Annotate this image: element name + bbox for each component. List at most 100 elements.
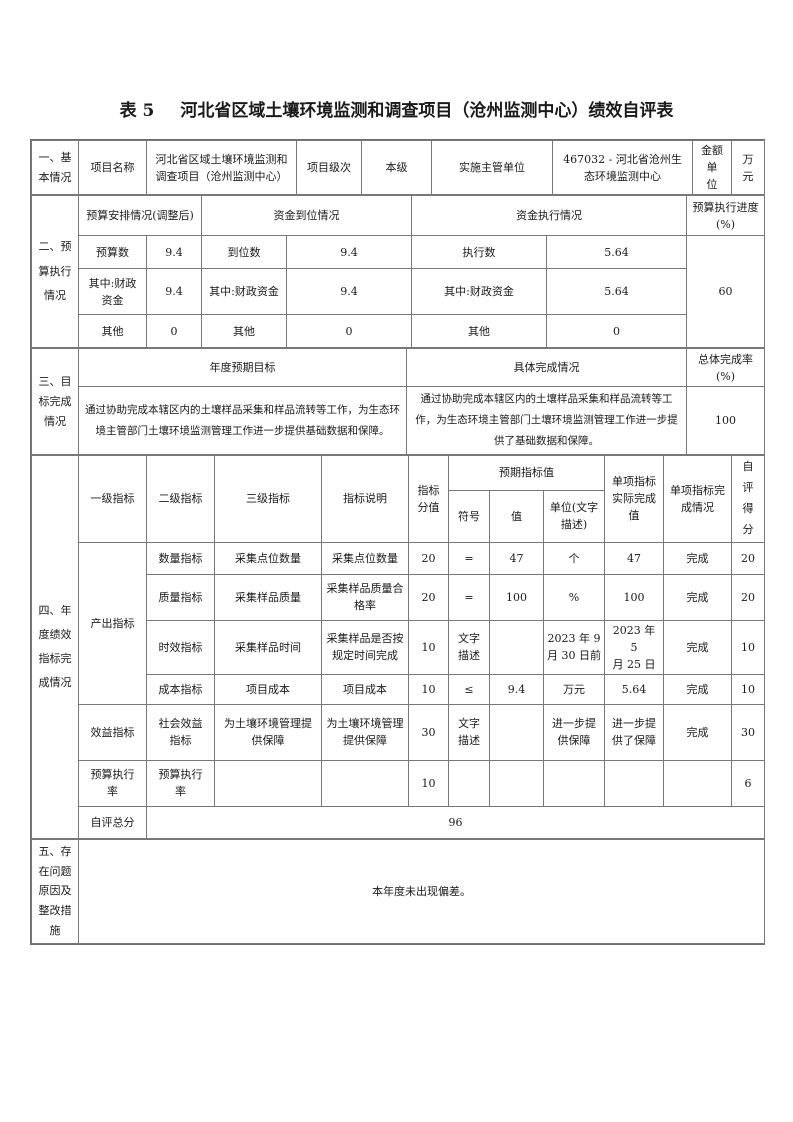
indicator-self-score-cell: 10 bbox=[731, 673, 766, 705]
indicator-score-cell: 20 bbox=[408, 573, 449, 621]
expected-goal-text-cell: 通过协助完成本辖区内的土壤样品采集和样品流转等工作，为生态环 境主管部门土壤环境… bbox=[78, 386, 407, 456]
indicator-level2-cell: 预算执行 率 bbox=[146, 759, 215, 807]
supervisor-label-cell: 实施主管单位 bbox=[431, 139, 553, 196]
indicator-level3-cell: 采集样品质量 bbox=[214, 573, 322, 621]
indicator-score-cell: 30 bbox=[408, 703, 449, 761]
indicator-actual-cell bbox=[604, 759, 665, 807]
other-executed-label-cell: 其他 bbox=[411, 314, 547, 349]
other-executed-value-cell: 0 bbox=[546, 314, 687, 349]
indicator-desc-cell: 为土壤环境管理 提供保障 bbox=[321, 703, 409, 761]
indicator-level3-cell: 项目成本 bbox=[214, 673, 322, 705]
header-status-cell: 单项指标完 成情况 bbox=[663, 455, 733, 543]
header-expected-group-cell: 预期指标值 bbox=[447, 455, 606, 491]
budget-progress-header-cell: 预算执行进度 (%) bbox=[686, 195, 765, 237]
indicator-level2-cell: 数量指标 bbox=[146, 541, 215, 575]
indicator-value-cell: 100 bbox=[489, 573, 544, 621]
document-title: 表 5 河北省区域土壤环境监测和调查项目（沧州监测中心）绩效自评表 bbox=[30, 100, 763, 122]
completion-header-cell: 具体完成情况 bbox=[406, 348, 687, 388]
received-number-value-cell: 9.4 bbox=[286, 235, 412, 270]
indicator-symbol-cell: ≤ bbox=[448, 673, 490, 705]
expected-goal-header-cell: 年度预期目标 bbox=[78, 348, 407, 388]
indicator-value-cell bbox=[489, 759, 544, 807]
indicator-value-cell: 47 bbox=[489, 541, 544, 575]
fiscal-executed-label-cell: 其中:财政资金 bbox=[411, 268, 547, 316]
budget-number-value-cell: 9.4 bbox=[146, 235, 202, 270]
indicator-value-cell: 9.4 bbox=[489, 673, 544, 705]
fiscal-funds-value-cell: 9.4 bbox=[146, 268, 202, 316]
indicator-value-cell bbox=[489, 703, 544, 761]
indicator-level3-cell: 采集样品时间 bbox=[214, 619, 322, 675]
indicator-score-cell: 10 bbox=[408, 619, 449, 675]
indicator-level2-cell: 社会效益 指标 bbox=[146, 703, 215, 761]
output-indicator-cell: 产出指标 bbox=[78, 541, 147, 705]
received-number-label-cell: 到位数 bbox=[201, 235, 287, 270]
overall-rate-header-cell: 总体完成率 (%) bbox=[686, 348, 765, 388]
indicator-desc-cell: 采集样品质量合 格率 bbox=[321, 573, 409, 621]
indicator-symbol-cell: 文字 描述 bbox=[448, 619, 490, 675]
indicator-level2-cell: 成本指标 bbox=[146, 673, 215, 705]
project-level-label-cell: 项目级次 bbox=[296, 139, 362, 196]
indicator-symbol-cell: = bbox=[448, 541, 490, 575]
budget-arranged-header-cell: 预算安排情况(调整后) bbox=[78, 195, 202, 237]
indicator-actual-cell: 100 bbox=[604, 573, 665, 621]
section-label-basic-info: 一、基 本情况 bbox=[31, 139, 79, 196]
evaluation-table: 一、基 本情况 项目名称 河北省区域土壤环境监测和 调查项目（沧州监测中心） 项… bbox=[30, 139, 766, 945]
issues-content-cell: 本年度未出现偏差。 bbox=[78, 838, 765, 944]
header-symbol-cell: 符号 bbox=[448, 489, 490, 543]
header-unit-cell: 单位(文字 描述) bbox=[542, 489, 606, 543]
other-received-label-cell: 其他 bbox=[201, 314, 287, 349]
indicator-level2-cell: 时效指标 bbox=[146, 619, 215, 675]
indicator-status-cell: 完成 bbox=[663, 541, 733, 575]
project-level-value-cell: 本级 bbox=[361, 139, 432, 196]
basic-info-table: 一、基 本情况 项目名称 河北省区域土壤环境监测和 调查项目（沧州监测中心） 项… bbox=[31, 139, 765, 196]
header-value-cell: 值 bbox=[489, 489, 544, 543]
indicator-level2-cell: 质量指标 bbox=[146, 573, 215, 621]
budget-rate-indicator-cell: 预算执行 率 bbox=[78, 759, 147, 807]
indicator-score-cell: 20 bbox=[408, 541, 449, 575]
project-name-value-cell: 河北省区域土壤环境监测和 调查项目（沧州监测中心） bbox=[146, 139, 297, 196]
indicator-unit-cell: % bbox=[542, 573, 606, 621]
benefit-indicator-cell: 效益指标 bbox=[78, 703, 147, 761]
header-level2-cell: 二级指标 bbox=[146, 455, 215, 543]
issues-table: 五、存 在问题 原因及 整改措 施 本年度未出现偏差。 bbox=[31, 838, 765, 944]
indicator-desc-cell: 采集样品是否按 规定时间完成 bbox=[321, 619, 409, 675]
indicator-actual-cell: 47 bbox=[604, 541, 665, 575]
indicator-status-cell: 完成 bbox=[663, 673, 733, 705]
indicator-desc-cell bbox=[321, 759, 409, 807]
fiscal-received-value-cell: 9.4 bbox=[286, 268, 412, 316]
indicator-self-score-cell: 20 bbox=[731, 573, 766, 621]
indicator-status-cell bbox=[663, 759, 733, 807]
indicator-value-cell bbox=[489, 619, 544, 675]
indicator-self-score-cell: 20 bbox=[731, 541, 766, 575]
section-label-budget-execution: 二、预 算执行 情况 bbox=[31, 195, 79, 349]
supervisor-value-cell: 467032 - 河北省沧州生 态环境监测中心 bbox=[552, 139, 693, 196]
indicator-level3-cell: 采集点位数量 bbox=[214, 541, 322, 575]
budget-execution-table: 二、预 算执行 情况 预算安排情况(调整后) 资金到位情况 资金执行情况 预算执… bbox=[31, 195, 765, 349]
table-number: 表 5 bbox=[119, 101, 155, 121]
project-name-label-cell: 项目名称 bbox=[78, 139, 147, 196]
indicator-status-cell: 完成 bbox=[663, 573, 733, 621]
performance-indicators-table: 四、年 度绩效 指标完 成情况 一级指标 二级指标 三级指标 指标说明 指标 分… bbox=[31, 455, 766, 839]
indicator-symbol-cell: = bbox=[448, 573, 490, 621]
budget-number-label-cell: 预算数 bbox=[78, 235, 147, 270]
header-level3-cell: 三级指标 bbox=[214, 455, 322, 543]
fiscal-executed-value-cell: 5.64 bbox=[546, 268, 687, 316]
fiscal-received-label-cell: 其中:财政资金 bbox=[201, 268, 287, 316]
indicator-level3-cell bbox=[214, 759, 322, 807]
indicator-actual-cell: 5.64 bbox=[604, 673, 665, 705]
other-arranged-label-cell: 其他 bbox=[78, 314, 147, 349]
indicator-unit-cell bbox=[542, 759, 606, 807]
header-desc-cell: 指标说明 bbox=[321, 455, 409, 543]
header-self-score-cell: 自 评 得 分 bbox=[731, 455, 766, 543]
indicator-desc-cell: 采集点位数量 bbox=[321, 541, 409, 575]
indicator-level3-cell: 为土壤环境管理提 供保障 bbox=[214, 703, 322, 761]
indicator-unit-cell: 进一步提 供保障 bbox=[542, 703, 606, 761]
header-score-cell: 指标 分值 bbox=[408, 455, 449, 543]
indicator-self-score-cell: 6 bbox=[731, 759, 766, 807]
fiscal-funds-label-cell: 其中:财政 资金 bbox=[78, 268, 147, 316]
goal-completion-table: 三、目 标完成 情况 年度预期目标 具体完成情况 总体完成率 (%) 通过协助完… bbox=[31, 348, 765, 456]
indicator-self-score-cell: 10 bbox=[731, 619, 766, 675]
indicator-self-score-cell: 30 bbox=[731, 703, 766, 761]
indicator-status-cell: 完成 bbox=[663, 703, 733, 761]
